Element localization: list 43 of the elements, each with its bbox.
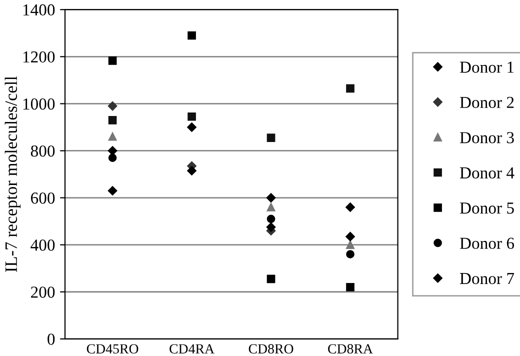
y-tick-label: 1200 bbox=[23, 51, 55, 63]
point bbox=[188, 31, 196, 40]
legend-label: Donor 6 bbox=[460, 238, 514, 249]
point bbox=[187, 166, 196, 176]
legend-label: Donor 4 bbox=[460, 167, 514, 178]
point bbox=[346, 250, 354, 258]
y-axis-title: IL-7 receptor molecules/cell bbox=[4, 76, 21, 272]
point bbox=[108, 146, 118, 156]
y-tick-label: 800 bbox=[30, 145, 55, 157]
point bbox=[346, 232, 355, 242]
x-tick-label: CD4RA bbox=[170, 344, 214, 354]
x-tick-label: CD8RO bbox=[248, 344, 294, 354]
y-tick-label: 0 bbox=[48, 334, 55, 345]
point bbox=[346, 202, 355, 212]
point bbox=[187, 122, 196, 132]
point bbox=[266, 203, 276, 212]
legend-label: Donor 7 bbox=[460, 273, 514, 284]
point bbox=[108, 132, 117, 141]
x-tick-label: CD45RO bbox=[86, 344, 138, 354]
point bbox=[266, 134, 276, 142]
point bbox=[188, 112, 196, 121]
point bbox=[108, 186, 118, 196]
point bbox=[266, 193, 276, 202]
y-tick-label: 1000 bbox=[23, 98, 55, 110]
point bbox=[108, 101, 118, 111]
y-tick-label: 200 bbox=[31, 286, 55, 298]
point bbox=[266, 222, 276, 232]
legend-label: Donor 3 bbox=[460, 132, 514, 144]
point bbox=[108, 116, 117, 124]
legend-label: Donor 1 bbox=[460, 62, 514, 73]
point bbox=[346, 240, 354, 249]
y-tick-label: 400 bbox=[30, 240, 55, 251]
point bbox=[266, 274, 276, 284]
x-tick-label: CD8RA bbox=[328, 344, 373, 354]
y-tick-label: 1400 bbox=[23, 4, 55, 16]
legend-label: Donor 5 bbox=[460, 202, 514, 214]
point bbox=[108, 154, 117, 162]
point bbox=[346, 283, 354, 292]
point bbox=[108, 56, 117, 65]
point bbox=[346, 84, 354, 93]
point bbox=[266, 214, 276, 224]
legend-label: Donor 2 bbox=[460, 96, 514, 108]
y-tick-label: 600 bbox=[30, 192, 55, 204]
